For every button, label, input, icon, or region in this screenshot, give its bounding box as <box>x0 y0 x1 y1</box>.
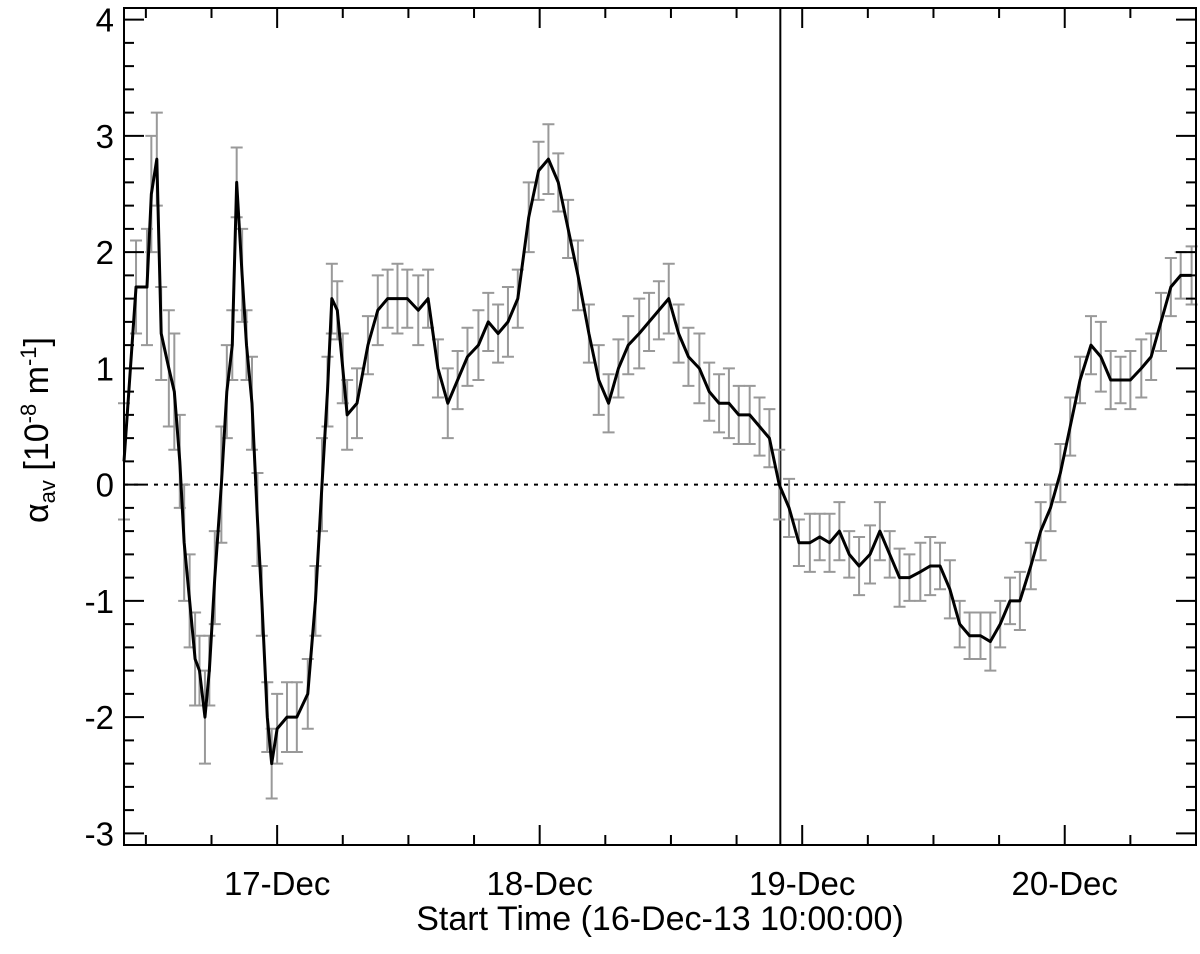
y-tick-label: 1 <box>96 350 114 387</box>
y-axis-title: αav [10-8 m-1] <box>16 337 60 523</box>
x-tick-label: 18-Dec <box>486 865 592 902</box>
x-tick-label: 20-Dec <box>1012 865 1118 902</box>
data-line <box>122 157 1192 766</box>
y-axis-unit: [10 <box>18 423 56 480</box>
y-tick-label: 2 <box>96 234 114 271</box>
y-tick-label: 0 <box>96 467 114 504</box>
plot-frame <box>123 7 1197 846</box>
y-tick-label: -2 <box>85 699 114 736</box>
x-tick-label: 17-Dec <box>224 865 330 902</box>
x-axis-title: Start Time (16-Dec-13 10:00:00) <box>416 900 904 938</box>
y-axis-unit: m <box>18 366 56 404</box>
y-axis-symbol: α <box>18 503 56 523</box>
y-axis-unit: ] <box>18 337 56 346</box>
y-axis-subscript: av <box>35 480 60 503</box>
x-tick-label: 19-Dec <box>749 865 855 902</box>
y-tick-label: 3 <box>96 118 114 155</box>
y-axis-superscript: -8 <box>16 404 41 424</box>
y-tick-label: -3 <box>85 815 114 852</box>
y-tick-label: -1 <box>85 583 114 620</box>
y-tick-label: 4 <box>96 2 114 39</box>
y-axis-superscript: -1 <box>16 346 41 366</box>
